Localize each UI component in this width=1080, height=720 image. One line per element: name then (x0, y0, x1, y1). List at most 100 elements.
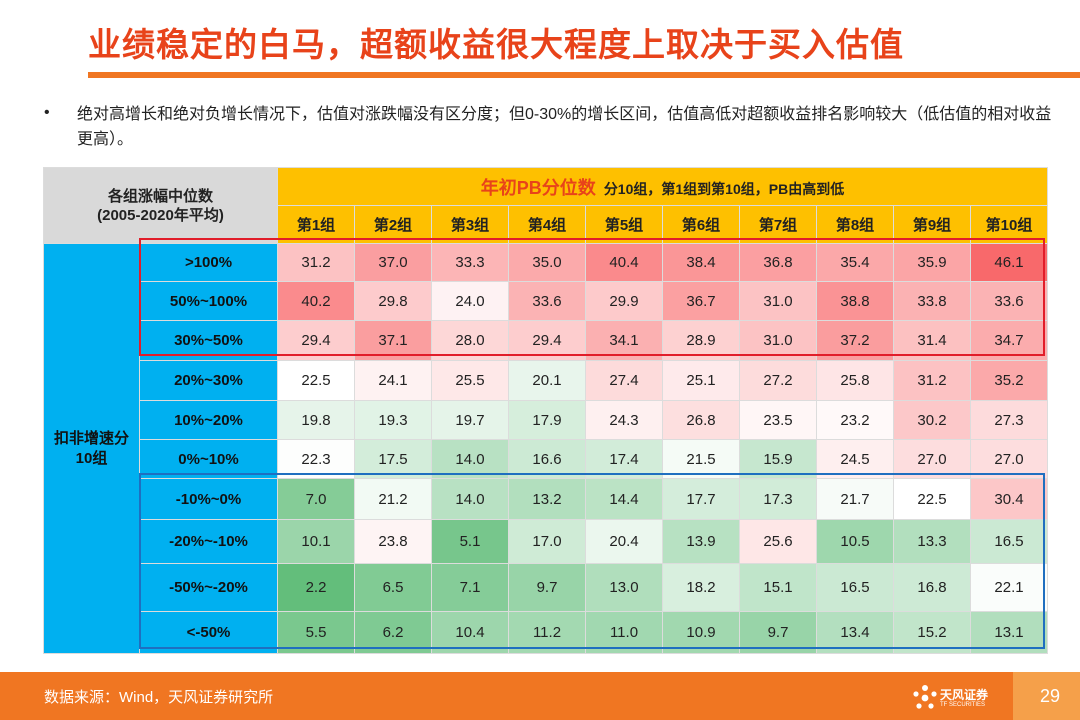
row-label: -20%~-10% (139, 519, 278, 564)
table-cell: 19.8 (277, 400, 355, 440)
row-label: -50%~-20% (139, 563, 278, 612)
row-label: 10%~20% (139, 400, 278, 440)
table-cell: 24.3 (585, 400, 663, 440)
page-number-box (1013, 672, 1080, 720)
table-cell: 29.8 (354, 281, 432, 321)
table-cell: 7.1 (431, 563, 509, 612)
table-cell: 14.0 (431, 478, 509, 520)
row-label: 50%~100% (139, 281, 278, 321)
table-cell: 27.2 (739, 360, 817, 401)
table-cell: 25.6 (739, 519, 817, 564)
table-cell: 16.8 (893, 563, 971, 612)
table-cell: 28.0 (431, 320, 509, 361)
table-cell: 14.4 (585, 478, 663, 520)
table-cell: 24.5 (816, 439, 894, 479)
table-cell: 19.7 (431, 400, 509, 440)
column-header: 第8组 (816, 205, 894, 244)
table-row: 30%~50% 29.4 37.1 28.0 29.4 34.1 28.9 31.0 37.2 3… (44, 320, 1048, 361)
column-header: 第4组 (508, 205, 586, 244)
table-cell: 25.8 (816, 360, 894, 401)
table-row: 0%~10% 22.3 17.5 14.0 16.6 17.4 21.5 15.9 24.5 27… (44, 439, 1048, 479)
table-cell: 27.0 (893, 439, 971, 479)
table-cell: 10.1 (277, 519, 355, 564)
bullet-text: 绝对高增长和绝对负增长情况下，估值对涨跌幅没有区分度；但0-30%的增长区间，估… (77, 106, 1052, 148)
table-cell: 35.4 (816, 243, 894, 282)
table-cell: 29.4 (277, 320, 355, 361)
corner-line2: (2005-2020年平均) (97, 206, 224, 224)
table-cell: 22.5 (277, 360, 355, 401)
side-line1: 扣非增速分 (53, 429, 129, 447)
table-cell: 26.8 (662, 400, 740, 440)
table-row: -50%~-20% 2.2 6.5 7.1 9.7 13.0 18.2 15.1 16.5 16.… (44, 563, 1048, 612)
table-cell: 5.1 (431, 519, 509, 564)
table-cell: 40.2 (277, 281, 355, 321)
table-cell: 17.0 (508, 519, 586, 564)
table-cell: 17.9 (508, 400, 586, 440)
row-label: 30%~50% (139, 320, 278, 361)
column-header: 第2组 (354, 205, 432, 244)
table-cell: 31.2 (893, 360, 971, 401)
table-cell: 40.4 (585, 243, 663, 282)
row-label: 0%~10% (139, 439, 278, 479)
table-cell: 23.5 (739, 400, 817, 440)
row-label: 20%~30% (139, 360, 278, 401)
table-cell: 11.0 (585, 611, 663, 654)
table-cell: 28.9 (662, 320, 740, 361)
table-cell: 27.3 (970, 400, 1048, 440)
logo-subtitle: TF SECURITIES (940, 702, 986, 708)
table-cell: 30.2 (893, 400, 971, 440)
table-cell: 6.5 (354, 563, 432, 612)
table-cell: 46.1 (970, 243, 1048, 282)
table-cell: 31.2 (277, 243, 355, 282)
table-cell: 29.4 (508, 320, 586, 361)
table-cell: 15.1 (739, 563, 817, 612)
table-cell: 36.8 (739, 243, 817, 282)
table-cell: 17.7 (662, 478, 740, 520)
data-source: 数据来源：Wind，天风证券研究所 (44, 689, 274, 706)
table-cell: 33.6 (508, 281, 586, 321)
column-header: 第10组 (970, 205, 1048, 244)
table-cell: 29.9 (585, 281, 663, 321)
row-label: <-50% (139, 611, 278, 654)
table-cell: 37.2 (816, 320, 894, 361)
table-cell: 25.1 (662, 360, 740, 401)
table-cell: 22.1 (970, 563, 1048, 612)
pb-header-title: 年初PB分位数 (480, 177, 596, 198)
column-header: 第1组 (277, 205, 355, 244)
table-row: -20%~-10% 10.1 23.8 5.1 17.0 20.4 13.9 25.6 10.5… (44, 519, 1048, 564)
table-cell: 33.8 (893, 281, 971, 321)
table-cell: 19.3 (354, 400, 432, 440)
table-cell: 23.2 (816, 400, 894, 440)
company-logo: 天风证券 TF SECURITIES (912, 684, 1002, 714)
table-cell: 15.2 (893, 611, 971, 654)
table-cell: 13.4 (816, 611, 894, 654)
table-cell: 17.5 (354, 439, 432, 479)
page-number: 29 (1040, 686, 1061, 706)
pb-group-header: 年初PB分位数 分10组，第1组到第10组，PB由高到低 (277, 167, 1048, 206)
table-cell: 16.5 (970, 519, 1048, 564)
heatmap-table: 各组涨幅中位数 (2005-2020年平均) 年初PB分位数 分10组，第1组到第… (43, 167, 1048, 654)
table-cell: 9.7 (508, 563, 586, 612)
table-cell: 37.1 (354, 320, 432, 361)
table-cell: 35.9 (893, 243, 971, 282)
table-cell: 37.0 (354, 243, 432, 282)
table-cell: 5.5 (277, 611, 355, 654)
table-cell: 27.4 (585, 360, 663, 401)
bullet-marker: • (44, 104, 50, 121)
table-cell: 13.1 (970, 611, 1048, 654)
table-cell: 11.2 (508, 611, 586, 654)
table-row: 50%~100% 40.2 29.8 24.0 33.6 29.9 36.7 31.0 38.8… (44, 281, 1048, 321)
table-cell: 22.5 (893, 478, 971, 520)
table-cell: 21.7 (816, 478, 894, 520)
table-cell: 14.0 (431, 439, 509, 479)
row-label: >100% (139, 243, 278, 282)
table-cell: 13.3 (893, 519, 971, 564)
table-cell: 33.3 (431, 243, 509, 282)
table-cell: 31.4 (893, 320, 971, 361)
table-cell: 30.4 (970, 478, 1048, 520)
table-cell: 38.8 (816, 281, 894, 321)
table-cell: 6.2 (354, 611, 432, 654)
table-row: 20%~30% 22.5 24.1 25.5 20.1 27.4 25.1 27.2 25.8 3… (44, 360, 1048, 401)
table-cell: 20.1 (508, 360, 586, 401)
title-underline (88, 72, 1080, 78)
